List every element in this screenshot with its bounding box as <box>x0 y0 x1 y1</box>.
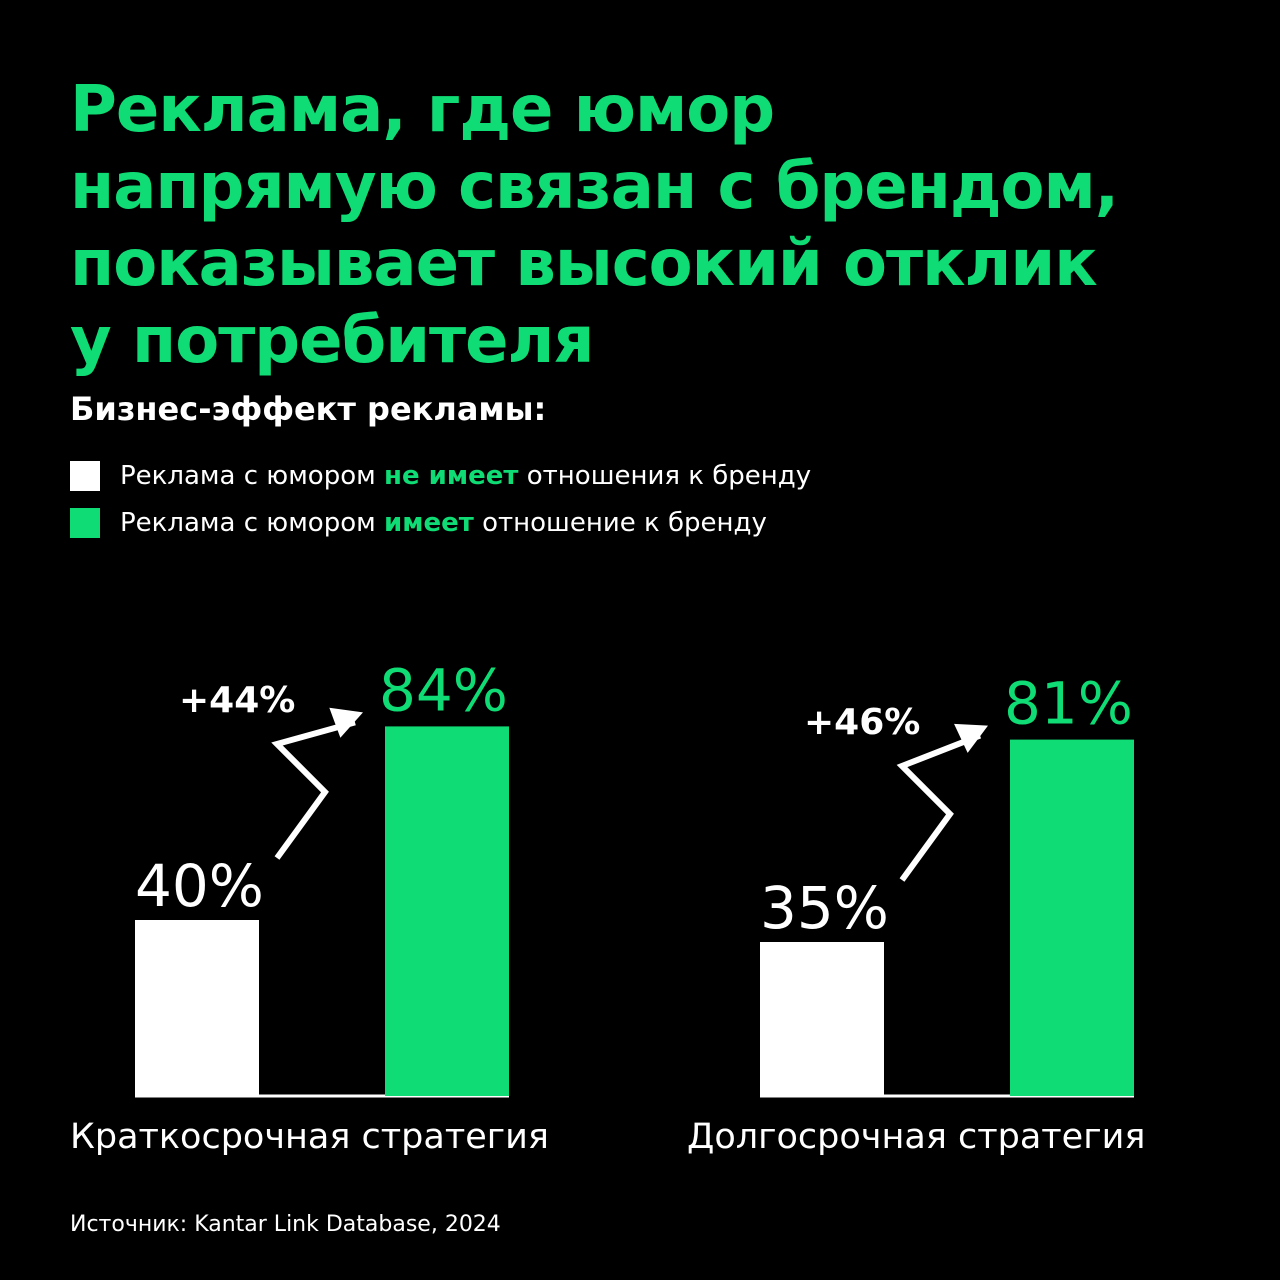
data-label-no-brand-link: 35% <box>760 874 889 942</box>
legend-label: Реклама с юмором имеет отношение к бренд… <box>120 508 767 538</box>
bar-brand-link <box>1010 739 1134 1096</box>
bar-no-brand-link <box>760 942 884 1096</box>
category-label: Долгосрочная стратегия <box>687 1117 1145 1157</box>
data-label-brand-link: 81% <box>1004 670 1133 738</box>
arrow-head-icon <box>954 723 988 753</box>
legend-label-after: отношения к бренду <box>518 461 812 491</box>
legend-label: Реклама с юмором не имеет отношения к бр… <box>120 461 811 491</box>
title-line-1: Реклама, где юмор <box>70 73 775 147</box>
chart-subtitle: Бизнес-эффект рекламы: <box>70 390 547 428</box>
change-arrow <box>271 719 356 860</box>
legend: Реклама с юмором не имеет отношения к бр… <box>70 458 811 552</box>
legend-item-brand-link: Реклама с юмором имеет отношение к бренд… <box>70 505 811 541</box>
title-line-2: напрямую связан с брендом, <box>70 150 1119 224</box>
legend-label-highlight: не имеет <box>384 461 519 491</box>
source-note: Источник: Kantar Link Database, 2024 <box>70 1212 501 1237</box>
bar-no-brand-link <box>135 920 259 1096</box>
data-label-brand-link: 84% <box>379 656 508 724</box>
category-label: Краткосрочная стратегия <box>70 1117 549 1157</box>
delta-annotation: +44% <box>179 680 295 721</box>
data-label-no-brand-link: 40% <box>135 852 264 920</box>
legend-label-before: Реклама с юмором <box>120 461 384 491</box>
legend-swatch-green <box>70 508 100 538</box>
legend-label-highlight: имеет <box>384 508 474 538</box>
chart-title: Реклама, где юмор напрямую связан с брен… <box>70 72 1250 380</box>
legend-swatch-white <box>70 461 100 491</box>
legend-item-no-brand-link: Реклама с юмором не имеет отношения к бр… <box>70 458 811 494</box>
legend-label-after: отношение к бренду <box>473 508 767 538</box>
title-line-3: показывает высокий отклик <box>70 227 1098 301</box>
bar-brand-link <box>385 726 509 1096</box>
legend-label-before: Реклама с юмором <box>120 508 384 538</box>
change-arrow <box>896 732 982 882</box>
delta-annotation: +46% <box>804 702 920 743</box>
title-line-4: у потребителя <box>70 304 595 378</box>
arrow-head-icon <box>329 707 363 738</box>
